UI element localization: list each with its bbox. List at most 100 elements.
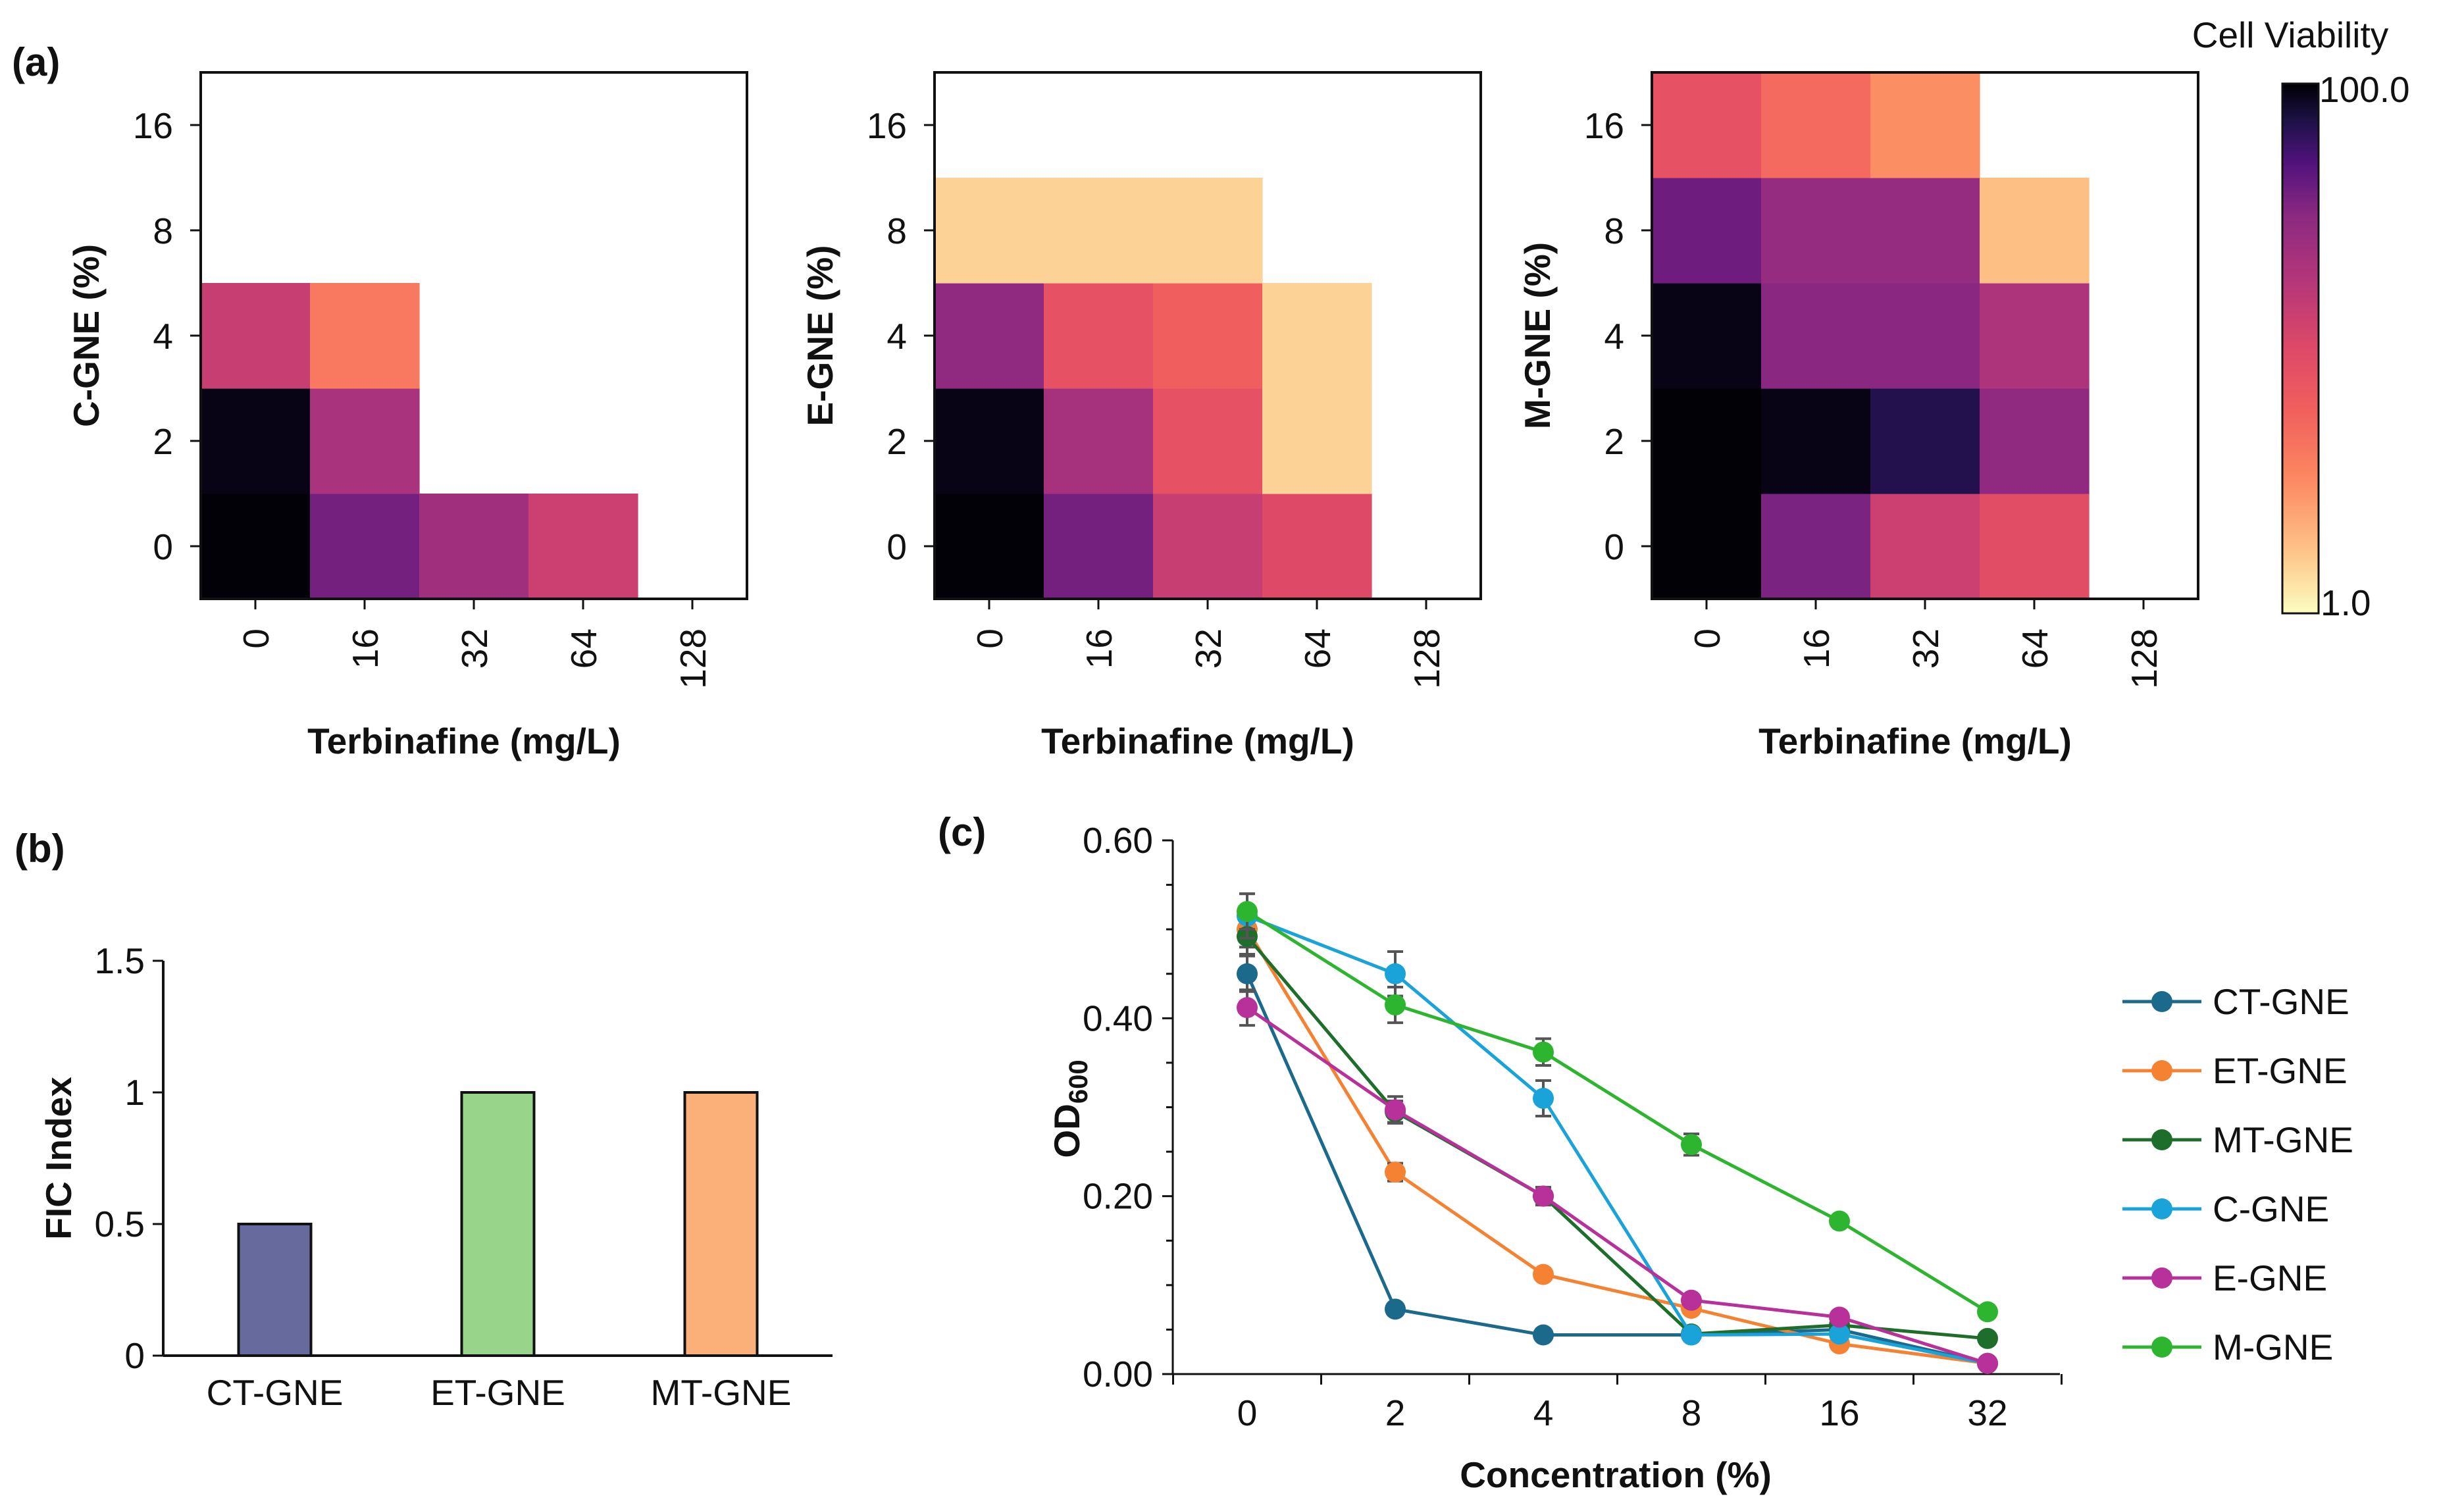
x-tick-label: 32 [454,628,495,669]
data-point [1533,1264,1554,1285]
bar [683,1091,759,1357]
bar [460,1091,536,1357]
x-tick-label: MT-GNE [651,1372,792,1413]
bar [237,1223,313,1357]
data-point [1385,1298,1406,1320]
heatmap-cell [935,178,1044,284]
y-axis-title: FIC Index [38,1077,79,1240]
heatmap-cell [1761,283,1871,389]
y-tick-label: 0 [153,526,173,567]
od-legend: CT-GNE ET-GNE MT-GNE C-GNE E-GNE M-GNE [2122,981,2353,1367]
heatmap-cell [1044,388,1154,494]
heatmap-cell [1761,388,1871,494]
x-tick-label: 128 [673,628,713,689]
series-line [1246,1006,1988,1366]
x-axis-title: Terbinafine (mg/L) [1041,721,1354,761]
x-tick-label: 64 [563,628,604,669]
x-tick-label: CT-GNE [207,1372,344,1413]
y-tick-label: 8 [1604,211,1624,251]
heatmap-cell [1153,388,1263,494]
legend-label: M-GNE [2213,1327,2333,1367]
y-tick-label: 2 [153,421,173,462]
colorbar-gradient [2281,82,2320,615]
y-tick-label: 8 [886,211,907,251]
heatmap-cell [1153,283,1263,389]
heatmap-cell [935,388,1044,494]
heatmap-cell [1980,283,2090,389]
y-tick-label: 0 [886,526,907,567]
heatmap-cell [310,283,420,389]
heatmap-cell [528,494,638,600]
y-tick-label: 1.5 [95,940,145,981]
heatmap-cell [1652,283,1762,389]
data-point [1829,1306,1850,1328]
heatmap-cell [1044,178,1154,284]
x-tick-label: 8 [1681,1392,1702,1433]
panel-label-b: (b) [14,827,65,871]
heatmap-cell [201,388,311,494]
heatmap-cell [1870,283,1980,389]
x-tick-label: ET-GNE [430,1372,565,1413]
heatmap-cell [310,494,420,600]
legend-label: MT-GNE [2213,1119,2353,1160]
colorbar: Cell Viability 100.0 1.0 [2192,14,2410,623]
data-point [1533,1041,1554,1063]
y-tick-label: 0.60 [1083,820,1153,861]
y-tick-label: 1 [124,1072,145,1113]
y-axis-title: OD600 [1046,1060,1093,1158]
heatmap-cell [1262,283,1372,389]
x-tick-label: 128 [1406,628,1447,689]
data-point [1237,997,1258,1019]
heatmap-cell [419,494,529,600]
legend-label: C-GNE [2213,1188,2329,1229]
legend-marker [2151,991,2172,1012]
y-tick-label: 0.5 [95,1204,145,1244]
data-point [1533,1324,1554,1346]
data-point [1385,1099,1406,1121]
panel-label-a: (a) [12,40,60,84]
y-tick-label: 0.40 [1083,998,1153,1038]
data-point [1385,1162,1406,1183]
heatmap-cell [1652,494,1762,600]
data-point [1681,1134,1702,1156]
heatmap-cell [1652,178,1762,284]
heatmap-cell [1980,388,2090,494]
panel-label-c: (c) [938,810,986,854]
heatmap-cell [1870,178,1980,284]
y-axis-title: M-GNE (%) [1517,242,1558,429]
legend-label: CT-GNE [2213,981,2349,1022]
x-tick-label: 128 [2124,628,2165,689]
y-tick-label: 4 [1604,316,1624,357]
y-tick-label: 4 [153,316,173,357]
heatmap-cell [201,494,311,600]
heatmap-cell [1870,494,1980,600]
heatmap-cell [1980,494,2090,600]
colorbar-title: Cell Viability [2192,14,2389,55]
x-tick-label: 16 [1079,628,1119,669]
x-tick-label: 0 [1237,1392,1258,1433]
heatmap-cell [1761,494,1871,600]
legend-label: E-GNE [2213,1258,2327,1298]
data-point [1385,994,1406,1016]
x-tick-label: 32 [1967,1392,2007,1433]
legend-marker [2151,1198,2172,1219]
x-tick-label: 64 [2015,628,2055,669]
y-tick-label: 2 [886,421,907,462]
heatmap-cell [1652,72,1762,178]
heatmap-c-gne: 0 2 4 8 16 0 16 32 64 128 Terbinafine (mg/L) C-GNE … [66,71,748,761]
series-line [1246,910,1989,1314]
heatmap-cell [1761,72,1871,178]
y-axis-title: C-GNE (%) [66,244,107,427]
colorbar-min-label: 1.0 [2321,582,2371,623]
x-tick-label: 4 [1533,1392,1554,1433]
legend-marker [2151,1129,2172,1150]
data-point [1829,1210,1850,1232]
series-line [1246,914,1988,1366]
y-tick-label: 2 [1604,421,1624,462]
data-point [1681,1289,1702,1311]
data-point [1237,901,1258,923]
heatmap-cell [935,494,1044,600]
heatmap-cell [1153,494,1263,600]
heatmap-cell [1652,388,1762,494]
